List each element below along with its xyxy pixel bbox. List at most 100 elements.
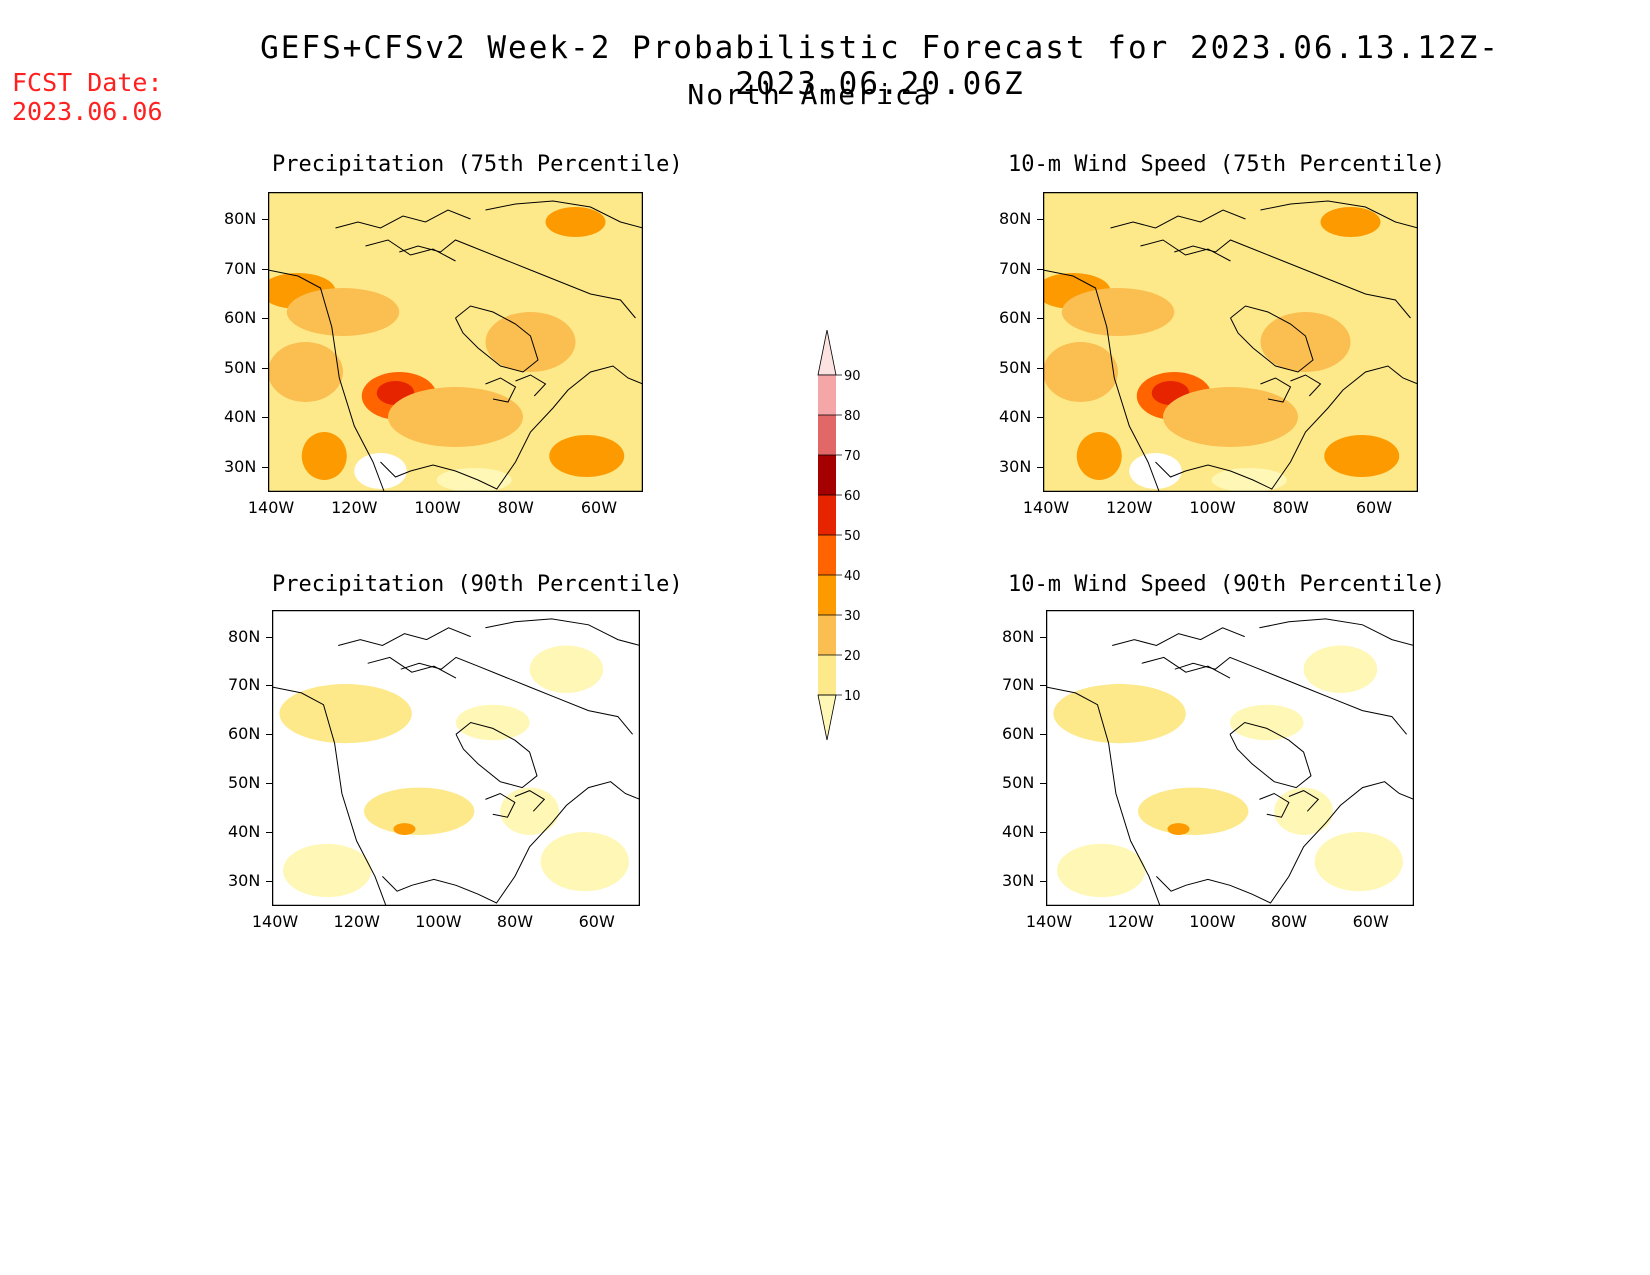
contour-region	[388, 387, 523, 447]
lat-tick-label: 40N	[224, 407, 257, 426]
lon-tick-label: 140W	[247, 498, 295, 517]
colorbar-segment	[818, 615, 836, 655]
colorbar-label: 30	[844, 609, 860, 624]
map-fill-layer	[1046, 610, 1414, 906]
lat-tick	[266, 636, 272, 638]
map-precip-75	[268, 192, 643, 492]
lat-tick-label: 60N	[999, 308, 1032, 327]
contour-region	[485, 312, 576, 372]
colorbar-label: 20	[844, 649, 860, 664]
contour-region	[1061, 288, 1175, 336]
lat-tick	[1037, 417, 1043, 418]
lat-tick-label: 70N	[228, 675, 261, 695]
lon-tick-label: 80W	[497, 498, 534, 517]
lat-tick-label: 50N	[1002, 773, 1035, 793]
contour-region	[549, 435, 625, 477]
coastline	[1260, 377, 1292, 403]
contour-region	[540, 832, 629, 892]
lat-tick	[1040, 685, 1046, 687]
lat-tick-label: 80N	[224, 209, 257, 228]
coastline	[367, 656, 457, 679]
coastline	[455, 721, 538, 789]
lat-tick-label: 40N	[1002, 822, 1035, 841]
lon-tick-label: 100W	[414, 498, 461, 517]
coastline	[1141, 656, 1231, 679]
contour-region	[1043, 342, 1118, 402]
contour-region	[1260, 312, 1351, 372]
contour-region	[268, 342, 343, 402]
map-wind-75	[1043, 192, 1418, 492]
forecast-date-label: FCST Date:	[12, 68, 163, 97]
lat-tick	[1037, 219, 1043, 220]
coastline	[380, 365, 643, 490]
colorbar-segment	[818, 495, 836, 535]
lat-tick-label: 60N	[1002, 724, 1035, 744]
lat-tick	[1040, 832, 1046, 833]
colorbar-segment	[818, 415, 836, 455]
forecast-date-value: 2023.06.06	[12, 97, 163, 126]
contour-region	[545, 207, 606, 237]
map-wind-90	[1046, 610, 1414, 906]
coastline	[485, 377, 517, 403]
lat-tick	[1040, 783, 1046, 785]
colorbar: 10 20 30 40 50 60 70 80 90	[817, 330, 860, 741]
contour-region	[354, 453, 407, 489]
map-fill-layer	[268, 192, 643, 492]
lon-tick-label: 80W	[496, 912, 534, 931]
contour-region	[283, 843, 372, 898]
panel-title-precip-75: Precipitation (75th Percentile)	[272, 152, 683, 177]
coastline	[1259, 618, 1414, 646]
lon-tick-label: 60W	[1352, 912, 1389, 931]
colorbar-label: 50	[844, 529, 860, 544]
lat-tick	[1040, 636, 1046, 638]
coastline	[1259, 792, 1290, 818]
panel-title-precip-90: Precipitation (90th Percentile)	[272, 572, 683, 597]
lat-tick-label: 80N	[1002, 626, 1035, 646]
contour-region	[529, 645, 604, 693]
lat-tick	[266, 832, 272, 833]
colorbar-label: 60	[844, 489, 860, 504]
lat-tick	[262, 268, 268, 270]
lat-tick	[262, 466, 268, 468]
lat-tick-label: 60N	[228, 724, 261, 744]
lat-tick-label: 30N	[228, 870, 261, 890]
lat-tick	[262, 367, 268, 369]
panel-title-wind-90: 10-m Wind Speed (90th Percentile)	[1008, 572, 1446, 597]
coastline	[1174, 239, 1411, 319]
contour-region	[1324, 435, 1400, 477]
lat-tick-label: 50N	[228, 773, 261, 793]
coastline	[1288, 790, 1320, 812]
contour-region	[286, 288, 400, 336]
lon-tick-label: 100W	[1189, 498, 1236, 517]
colorbar-label: 10	[844, 689, 860, 704]
contour-region	[393, 823, 416, 835]
lat-tick-label: 50N	[999, 357, 1032, 377]
coastline	[485, 200, 643, 229]
lon-tick-label: 120W	[1107, 912, 1154, 931]
map-frame	[1046, 610, 1414, 906]
contour-region	[1057, 843, 1146, 898]
coastline	[1043, 269, 1160, 492]
region-subtitle: North America	[687, 78, 933, 111]
lat-tick-label: 80N	[228, 626, 261, 646]
contour-region	[1138, 787, 1249, 835]
contour-region	[436, 468, 512, 492]
contour-region	[1129, 453, 1182, 489]
coastline	[455, 305, 539, 373]
coastline	[1156, 781, 1414, 904]
map-precip-90	[272, 610, 640, 906]
lat-tick	[1037, 466, 1043, 468]
contour-region	[1076, 432, 1122, 480]
map-fill-layer	[272, 610, 640, 906]
lat-tick	[1040, 734, 1046, 736]
lat-tick-label: 30N	[224, 456, 257, 476]
coastline	[1260, 200, 1418, 229]
map-frame	[1043, 192, 1418, 492]
lat-tick-label: 70N	[224, 258, 257, 278]
contour-region	[456, 704, 530, 741]
lat-tick	[1040, 880, 1046, 882]
contour-region	[1303, 645, 1378, 693]
lat-tick-label: 70N	[999, 258, 1032, 278]
lon-tick-label: 100W	[1189, 912, 1236, 931]
coastline	[365, 239, 456, 262]
